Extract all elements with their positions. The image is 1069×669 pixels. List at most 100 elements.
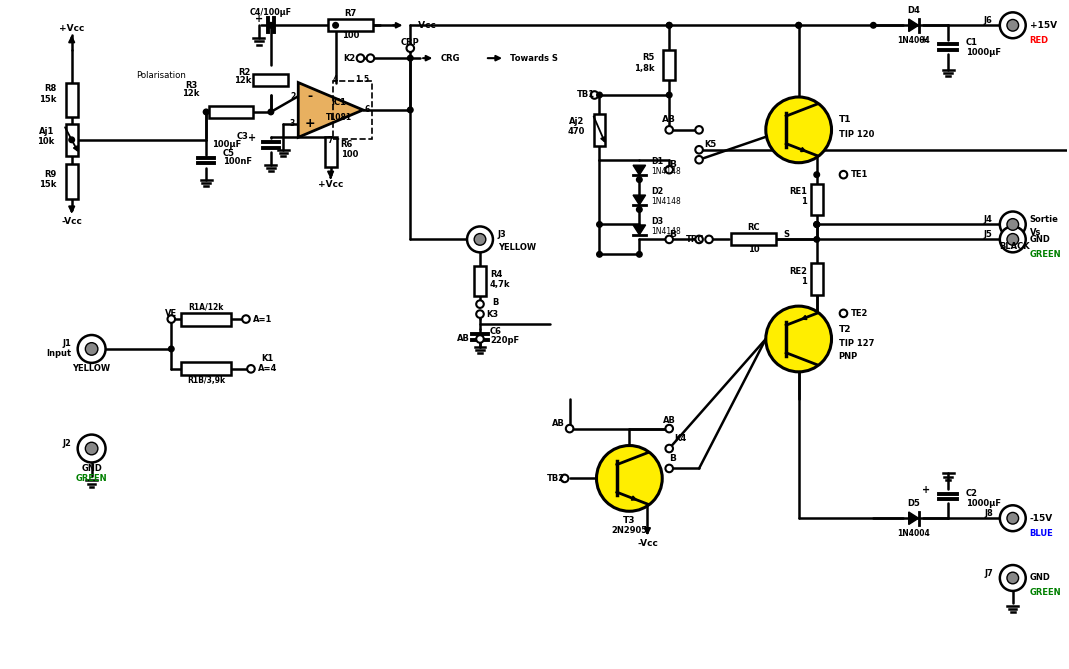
Text: +: + xyxy=(254,14,263,24)
Text: D2: D2 xyxy=(651,187,664,196)
Circle shape xyxy=(406,44,414,52)
Polygon shape xyxy=(909,19,918,31)
Polygon shape xyxy=(909,512,918,524)
Circle shape xyxy=(665,465,673,472)
Text: CRG: CRG xyxy=(440,54,460,63)
Text: S: S xyxy=(784,230,790,239)
Text: B: B xyxy=(669,454,676,463)
Text: R2: R2 xyxy=(238,68,251,76)
Circle shape xyxy=(1007,219,1019,230)
Circle shape xyxy=(839,171,848,179)
Circle shape xyxy=(86,343,98,355)
Circle shape xyxy=(78,435,106,462)
Text: R8: R8 xyxy=(45,84,57,92)
Text: D3: D3 xyxy=(651,217,664,226)
Circle shape xyxy=(467,226,493,252)
Text: C1: C1 xyxy=(966,37,978,47)
Circle shape xyxy=(706,235,713,243)
Text: Aj1: Aj1 xyxy=(40,127,55,136)
Bar xyxy=(65,82,78,117)
Text: -: - xyxy=(308,90,313,103)
Bar xyxy=(65,164,78,199)
Circle shape xyxy=(695,235,702,243)
Bar xyxy=(663,50,676,80)
Circle shape xyxy=(665,445,673,452)
Text: TRC: TRC xyxy=(685,235,704,244)
Circle shape xyxy=(695,126,702,134)
Text: T2: T2 xyxy=(838,324,851,334)
Text: T3: T3 xyxy=(623,516,636,524)
Text: 4: 4 xyxy=(332,75,338,84)
Text: K1: K1 xyxy=(261,355,274,363)
Bar xyxy=(65,124,78,156)
Circle shape xyxy=(407,107,413,112)
Text: J3: J3 xyxy=(498,230,507,239)
Circle shape xyxy=(796,23,802,28)
Bar xyxy=(325,137,337,167)
Text: C4/100μF: C4/100μF xyxy=(250,8,292,17)
Text: RE1: RE1 xyxy=(789,187,807,196)
Circle shape xyxy=(597,446,662,511)
Text: R1A/12k: R1A/12k xyxy=(188,302,223,312)
Text: 1000μF: 1000μF xyxy=(966,499,1001,508)
Circle shape xyxy=(332,23,339,28)
Text: RC: RC xyxy=(747,223,760,232)
Text: D5: D5 xyxy=(907,499,919,508)
Circle shape xyxy=(636,252,642,257)
Circle shape xyxy=(367,54,374,62)
Text: C2: C2 xyxy=(966,489,978,498)
Text: C3: C3 xyxy=(237,132,249,141)
Text: AB: AB xyxy=(552,419,564,428)
Bar xyxy=(182,363,231,375)
Circle shape xyxy=(1000,211,1026,237)
Circle shape xyxy=(1000,226,1026,252)
Text: RED: RED xyxy=(1029,35,1049,45)
Text: 100nF: 100nF xyxy=(223,157,252,166)
Text: 10k: 10k xyxy=(37,137,55,147)
Text: 6: 6 xyxy=(365,106,370,114)
Circle shape xyxy=(695,156,702,163)
Circle shape xyxy=(796,23,802,28)
Circle shape xyxy=(636,177,642,183)
Circle shape xyxy=(268,109,274,114)
Circle shape xyxy=(1007,19,1019,31)
Text: R4: R4 xyxy=(490,270,502,279)
Text: TL081: TL081 xyxy=(326,114,352,122)
Polygon shape xyxy=(633,225,646,235)
Text: GREEN: GREEN xyxy=(1029,589,1062,597)
Text: 1N4148: 1N4148 xyxy=(651,197,681,206)
Circle shape xyxy=(476,300,484,308)
Circle shape xyxy=(247,365,254,373)
Circle shape xyxy=(566,425,573,432)
Text: 220pF: 220pF xyxy=(490,337,520,345)
Text: -Vcc: -Vcc xyxy=(637,539,657,548)
Bar xyxy=(731,233,776,246)
Circle shape xyxy=(666,23,672,28)
Text: 100μF: 100μF xyxy=(212,140,241,149)
Bar xyxy=(182,312,231,326)
Text: BLACK: BLACK xyxy=(1000,242,1031,251)
Bar xyxy=(332,80,372,139)
Text: VE: VE xyxy=(166,308,177,318)
Text: R3: R3 xyxy=(185,80,198,90)
Text: PNP: PNP xyxy=(838,353,857,361)
Polygon shape xyxy=(633,195,646,205)
Text: AB: AB xyxy=(458,334,470,343)
Text: B: B xyxy=(492,298,498,306)
Text: +: + xyxy=(921,485,930,495)
Bar xyxy=(328,19,373,31)
Text: A=4: A=4 xyxy=(258,365,277,373)
Circle shape xyxy=(695,146,702,154)
Text: TB2: TB2 xyxy=(546,474,564,483)
Circle shape xyxy=(475,233,485,246)
Circle shape xyxy=(814,221,820,227)
Text: 100: 100 xyxy=(342,31,359,39)
Circle shape xyxy=(870,23,877,28)
Text: +: + xyxy=(305,117,315,130)
Circle shape xyxy=(68,137,75,142)
Text: CRP: CRP xyxy=(401,37,420,47)
Text: 10: 10 xyxy=(748,245,760,254)
Text: 7: 7 xyxy=(328,136,334,145)
Text: B: B xyxy=(669,160,676,169)
Text: 1N4148: 1N4148 xyxy=(651,227,681,236)
